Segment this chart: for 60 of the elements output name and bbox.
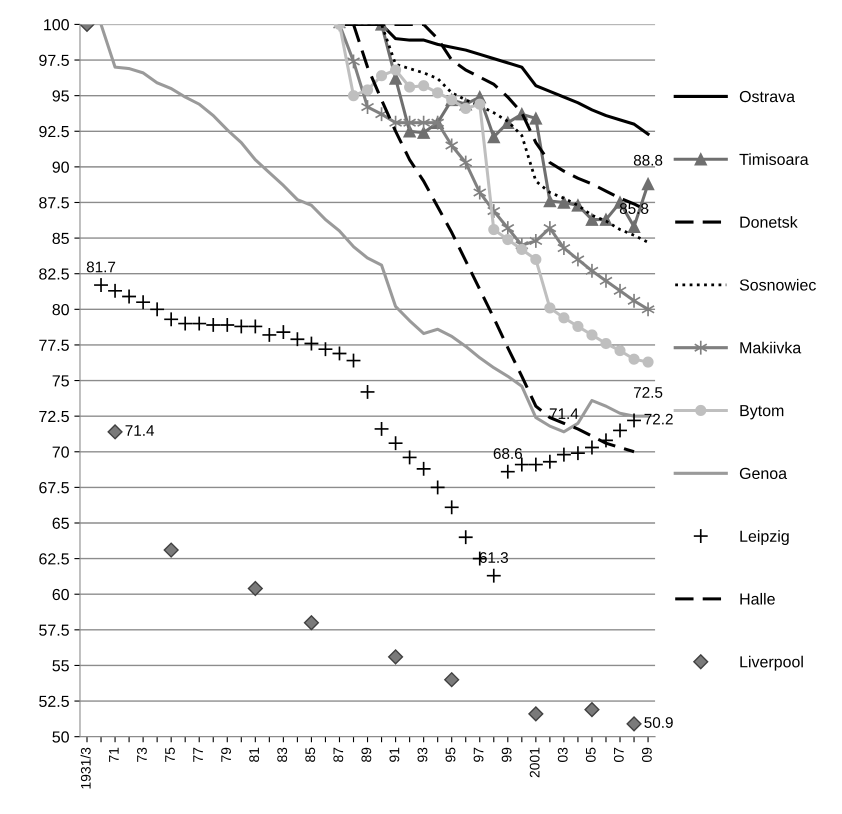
x-tick-label: 83 (277, 748, 288, 762)
legend-label: Ostrava (740, 90, 796, 102)
y-tick-label: 65 (52, 518, 69, 529)
y-tick-label: 80 (52, 304, 69, 316)
y-tick-label: 70 (52, 446, 69, 458)
y-tick-label: 90 (52, 162, 69, 173)
x-tick-label: 91 (389, 748, 400, 762)
x-tick-label: 71 (109, 748, 119, 762)
x-tick-label: 77 (193, 748, 203, 762)
y-tick-label: 75 (52, 375, 69, 386)
legend-label: Donetsk (740, 216, 798, 228)
y-tick-label: 50 (52, 731, 69, 743)
x-tick-label: 93 (418, 748, 428, 762)
x-tick-label: 99 (502, 748, 512, 762)
y-tick-label: 52.5 (39, 696, 69, 707)
y-tick-label: 60 (52, 588, 69, 600)
legend-label: Halle (740, 592, 775, 605)
data-label: 50.9 (644, 717, 673, 728)
data-label: 68.6 (494, 448, 522, 459)
x-tick-label: 03 (558, 748, 568, 762)
y-tick-label: 62.5 (39, 553, 69, 565)
y-tick-label: 57.5 (39, 624, 69, 636)
x-tick-label: 87 (333, 748, 344, 762)
x-tick-label: 1931/3 (80, 748, 91, 789)
x-tick-label: 07 (614, 748, 624, 762)
y-tick-label: 82.5 (39, 268, 69, 280)
legend-label: Timisoara (739, 153, 809, 166)
y-tick-label: 55 (52, 660, 69, 672)
y-tick-label: 100 (44, 19, 69, 30)
x-tick-label: 79 (221, 748, 231, 762)
x-tick-label: 73 (137, 748, 147, 762)
data-label: 72.2 (644, 414, 673, 424)
x-tick-label: 05 (586, 748, 596, 762)
y-tick-label: 87.5 (39, 197, 69, 208)
y-tick-label: 67.5 (39, 482, 69, 494)
legend-label: Leipzig (740, 530, 789, 546)
data-label: 71.4 (126, 425, 154, 436)
x-tick-label: 97 (474, 748, 484, 762)
legend-label: Liverpool (740, 656, 803, 671)
legend-label: Bytom (740, 405, 784, 420)
x-tick-label: 81 (249, 748, 260, 762)
legend-label: Genoa (740, 468, 788, 480)
x-tick-label: 09 (642, 748, 652, 762)
data-label: 71.4 (550, 408, 578, 419)
legend-label: Makiivka (740, 342, 802, 354)
y-tick-label: 72.5 (39, 410, 69, 422)
data-label: 72.5 (634, 387, 662, 398)
x-tick-label: 75 (165, 748, 175, 762)
x-tick-label: 89 (361, 748, 372, 762)
x-tick-label: 85 (305, 748, 316, 762)
legend-label: Sosnowiec (740, 278, 816, 291)
y-tick-label: 92.5 (39, 126, 69, 138)
data-label: 81.7 (86, 262, 116, 272)
y-tick-label: 95 (52, 90, 69, 102)
y-tick-label: 85 (52, 232, 69, 244)
y-tick-label: 77.5 (39, 340, 69, 351)
x-tick-label: 95 (446, 748, 456, 762)
x-tick-label: 2001 (530, 748, 540, 778)
y-tick-label: 97.5 (39, 54, 69, 66)
data-label: 88.8 (634, 154, 662, 166)
